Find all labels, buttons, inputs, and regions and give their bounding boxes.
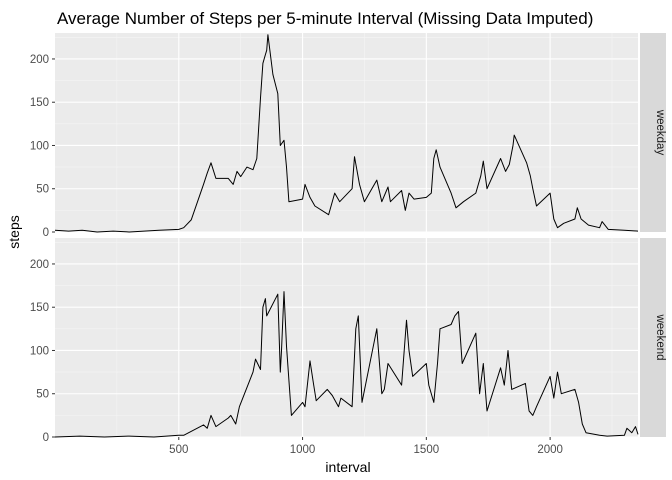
panel-weekend: 0 50 100 150 200 weekend [30, 238, 666, 444]
x-tick-label: 1000 [290, 444, 316, 456]
y-tick-label: 50 [36, 184, 49, 196]
y-tick-label: 0 [43, 432, 49, 444]
y-tick-label: 150 [30, 302, 49, 314]
x-tick-label: 2000 [537, 444, 563, 456]
panel-background [55, 238, 638, 437]
facet-strip [640, 238, 666, 437]
y-tick-label: 100 [30, 345, 49, 357]
y-tick-label: 200 [30, 54, 49, 66]
series-line-weekend [54, 291, 639, 438]
panel-weekday: 0 50 100 150 200 weekday [30, 33, 666, 239]
facet-strip-label: weekday [654, 109, 666, 156]
y-tick-label: 0 [43, 227, 49, 239]
facet-panels: 0 50 100 150 200 weekday 0 50 100 150 200 weekend [30, 33, 666, 444]
series-line-weekday [54, 34, 639, 233]
facet-strip [640, 33, 666, 232]
facet-strip-label: weekend [654, 313, 666, 360]
x-tick-label: 500 [169, 444, 188, 456]
panel-background [55, 33, 638, 232]
y-tick-label: 100 [30, 140, 49, 152]
y-axis-title: steps [6, 215, 22, 248]
chart-title: Average Number of Steps per 5-minute Int… [57, 9, 593, 28]
y-tick-label: 200 [30, 259, 49, 271]
x-tick-label: 1500 [414, 444, 440, 456]
x-axis-title: interval [325, 459, 370, 475]
y-tick-label: 50 [36, 389, 49, 401]
x-axis: 500 1000 1500 2000 [169, 437, 563, 456]
y-tick-label: 150 [30, 97, 49, 109]
